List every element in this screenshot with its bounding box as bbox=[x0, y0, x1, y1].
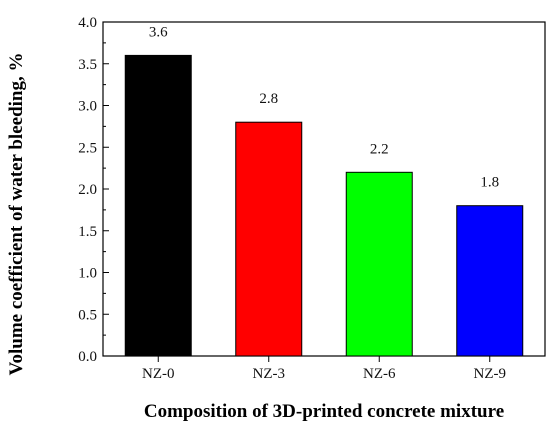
y-axis: 0.0 0.5 1.0 1.5 2.0 2.5 3.0 3.5 4.0 bbox=[78, 15, 109, 365]
y-tick-label: 3.0 bbox=[78, 99, 97, 115]
bar bbox=[456, 205, 524, 357]
y-tick-label: 0.0 bbox=[78, 349, 97, 365]
data-label: 1.8 bbox=[480, 175, 499, 191]
x-tick-label: NZ-6 bbox=[363, 366, 396, 382]
y-tick-label: 3.5 bbox=[78, 57, 97, 73]
y-tick-label: 1.0 bbox=[78, 266, 97, 282]
y-tick-label: 1.5 bbox=[78, 224, 97, 240]
y-tick-label: 0.5 bbox=[78, 307, 97, 323]
y-tick-label: 2.0 bbox=[78, 182, 97, 198]
data-label: 3.6 bbox=[149, 24, 168, 40]
data-label: 2.8 bbox=[259, 91, 278, 107]
y-tick-label: 2.5 bbox=[78, 140, 97, 156]
x-tick-label: NZ-0 bbox=[142, 366, 175, 382]
x-axis: NZ-0 NZ-3 NZ-6 NZ-9 bbox=[142, 356, 506, 382]
data-labels: 3.6 2.8 2.2 1.8 bbox=[149, 24, 499, 190]
x-tick-label: NZ-9 bbox=[474, 366, 507, 382]
data-label: 2.2 bbox=[370, 141, 389, 157]
x-axis-title: Composition of 3D-printed concrete mixtu… bbox=[144, 401, 504, 422]
y-axis-title: Volume coefficient of water bleeding, % bbox=[6, 53, 27, 376]
x-tick-label: NZ-3 bbox=[253, 366, 286, 382]
bars-layer bbox=[124, 54, 524, 357]
bar bbox=[124, 54, 192, 357]
bar bbox=[345, 171, 413, 357]
bar bbox=[235, 121, 303, 357]
y-tick-label: 4.0 bbox=[78, 15, 97, 31]
